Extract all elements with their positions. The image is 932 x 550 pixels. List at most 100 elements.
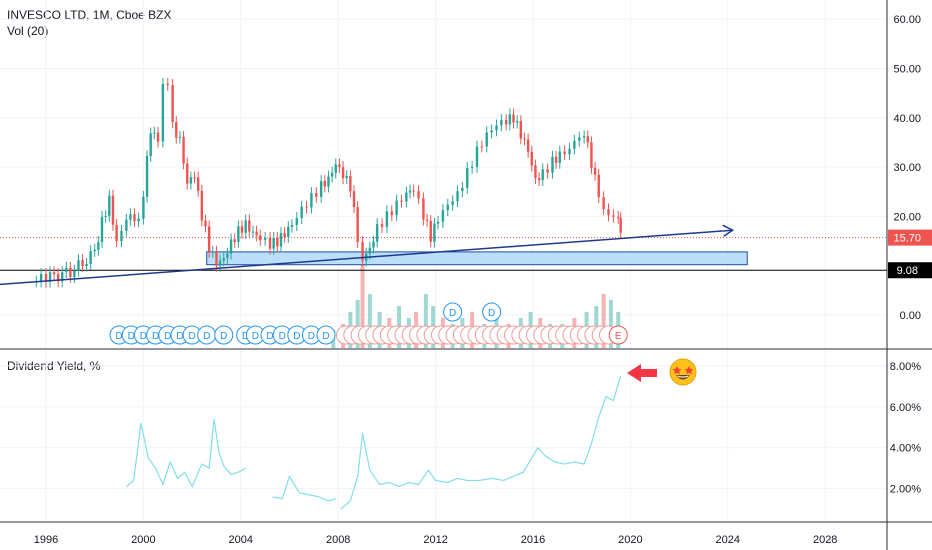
support-zone-rectangle (206, 251, 748, 266)
candle-body (456, 191, 459, 202)
dividend-marker (482, 302, 502, 322)
candle-body (65, 267, 68, 273)
candle-body (251, 231, 255, 233)
candle-body (244, 220, 247, 233)
earnings-marker-label: E (615, 331, 622, 342)
candle-body (218, 260, 222, 266)
candle-body (133, 214, 136, 222)
candle-body (451, 201, 454, 205)
candle-body (222, 258, 225, 261)
candle-body (341, 167, 345, 179)
candle-body (593, 167, 597, 175)
candle-body (441, 210, 445, 222)
candle-body (534, 165, 537, 179)
time-axis-label: 2008 (326, 534, 350, 546)
candle-body (433, 223, 436, 242)
chart-title: INVESCO LTD, 1M, Cboe BZX (7, 8, 172, 22)
candle-body (495, 125, 498, 131)
candle-body (263, 237, 267, 240)
dividend-marker-label: D (188, 331, 195, 342)
candle-body (619, 217, 622, 233)
candle-body (422, 198, 425, 220)
candle-body (323, 181, 327, 187)
candle-body (461, 187, 464, 192)
candle-body (44, 273, 48, 282)
candle-body (466, 167, 469, 188)
candle-body (412, 190, 415, 192)
trendline (0, 229, 733, 286)
candle-body (272, 237, 275, 249)
volume-bar (608, 300, 613, 348)
candle-body (470, 166, 474, 168)
dividend-marker-label: D (176, 331, 183, 342)
candle-body (111, 195, 115, 225)
candle-body (500, 120, 503, 126)
candle-body (578, 137, 581, 141)
candle-body (186, 163, 189, 184)
candle-body (315, 193, 318, 197)
candle-body (100, 216, 104, 243)
candle-body (338, 164, 341, 168)
candle-body (375, 224, 379, 242)
dividend-marker-label: D (140, 331, 147, 342)
candle-body (345, 175, 348, 179)
candle-body (508, 114, 512, 125)
candle-body (145, 156, 149, 197)
candle-body (211, 251, 214, 253)
candle-body (120, 230, 123, 242)
candle-body (330, 172, 334, 177)
candle-body (166, 83, 169, 86)
dividend-marker-label: D (220, 331, 227, 342)
dividend-marker-label: D (203, 331, 210, 342)
dividend-yield-line (340, 375, 622, 510)
candle-body (395, 200, 398, 216)
candle-body (237, 226, 240, 242)
candle-body (73, 270, 76, 277)
candle-body (125, 219, 128, 231)
candle-body (193, 177, 196, 179)
price-axis-label: 40.00 (893, 113, 921, 125)
candle-body (52, 272, 56, 275)
candle-body (61, 272, 64, 282)
candle-body (89, 251, 92, 264)
candle-body (137, 218, 140, 222)
candle-body (400, 200, 403, 202)
candle-body (408, 190, 412, 193)
volume-bar (367, 294, 372, 348)
candle-body (515, 121, 519, 123)
candle-body (93, 249, 96, 252)
candle-body (390, 211, 393, 216)
candle-body (597, 174, 600, 198)
dividend-marker-label: D (115, 331, 122, 342)
volume-bar (601, 294, 606, 348)
price-axis-label: 60.00 (893, 14, 921, 26)
candle-body (519, 121, 523, 139)
candle-body (229, 239, 233, 254)
candle-body (189, 177, 193, 184)
candle-body (485, 132, 488, 147)
candle-body (512, 114, 515, 123)
candle-body (305, 206, 308, 208)
candle-body (368, 247, 372, 254)
candle-body (352, 191, 356, 208)
volume-bar (355, 300, 360, 348)
candle-body (182, 136, 185, 164)
candle-body (240, 226, 244, 233)
candle-body (417, 191, 420, 199)
dividend-marker (214, 325, 234, 345)
dividend-marker-label: D (293, 331, 300, 342)
candle-body (156, 132, 160, 142)
candle-body (69, 267, 72, 277)
candle-body (204, 220, 207, 227)
candle-body (259, 235, 262, 240)
last-price-badge-label: 15.70 (893, 233, 921, 245)
candle-body (178, 136, 182, 138)
time-axis-label: 2016 (521, 534, 545, 546)
star-struck-emoji-icon (669, 358, 697, 386)
candle-body (39, 273, 43, 282)
candle-body (196, 177, 200, 191)
trendline-arrowhead (722, 224, 735, 237)
price-axis-label: 30.00 (893, 162, 921, 174)
candle-body (85, 263, 88, 266)
